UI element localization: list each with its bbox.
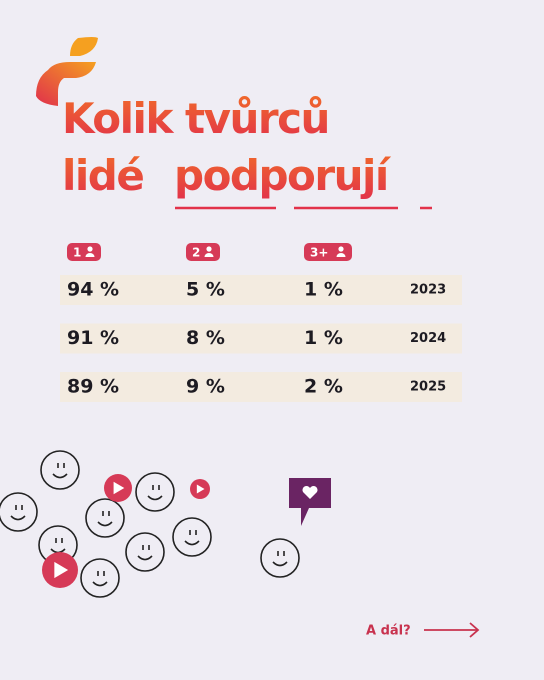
person-icon — [338, 246, 344, 252]
badge-label: 2 — [192, 246, 200, 260]
badge-label: 3+ — [310, 246, 328, 260]
row-band — [60, 323, 462, 354]
smile — [10, 515, 26, 521]
share-value: 1 % — [304, 279, 343, 301]
face — [125, 532, 165, 572]
logo — [36, 37, 98, 106]
share-value: 2 % — [304, 376, 343, 398]
title-highlight: podporují — [174, 151, 392, 200]
year: 2024 — [410, 331, 446, 346]
column-badge: 2 — [186, 243, 220, 261]
face-outline — [125, 532, 165, 572]
play-icon — [113, 481, 125, 495]
face-outline — [85, 498, 125, 538]
row-band — [60, 372, 462, 402]
year: 2023 — [410, 283, 446, 298]
smile — [147, 495, 163, 501]
person-icon — [85, 253, 95, 257]
smile — [272, 561, 288, 567]
face-outline — [260, 538, 300, 578]
person-icon — [87, 246, 93, 252]
smile — [92, 581, 108, 587]
year: 2025 — [410, 380, 446, 395]
title-line: Kolik tvůrců — [62, 94, 329, 143]
person-icon — [206, 246, 212, 252]
face-outline — [0, 492, 38, 532]
person-icon — [336, 253, 346, 257]
smile — [184, 540, 200, 546]
face — [260, 538, 300, 578]
face-outline — [80, 558, 120, 598]
play-icon — [54, 561, 69, 579]
face — [40, 450, 80, 490]
share-value: 5 % — [186, 279, 225, 301]
share-value: 9 % — [186, 376, 225, 398]
share-value: 94 % — [67, 279, 119, 301]
speech-bubble — [289, 478, 331, 526]
face-outline — [135, 472, 175, 512]
share-value: 91 % — [67, 327, 119, 349]
badge-label: 1 — [73, 246, 81, 260]
face — [80, 558, 120, 598]
face — [172, 517, 212, 557]
title-line: lidé — [62, 151, 143, 200]
column-badge: 3+ — [304, 243, 352, 261]
face — [135, 472, 175, 512]
face-outline — [172, 517, 212, 557]
face — [0, 492, 38, 532]
next-link[interactable]: A dál? — [366, 624, 411, 639]
play-icon — [196, 484, 205, 494]
share-value: 89 % — [67, 376, 119, 398]
smile — [137, 555, 153, 561]
share-value: 8 % — [186, 327, 225, 349]
face-outline — [40, 450, 80, 490]
table: 1 2 3+ 94 % 5 % 1 % 2023 91 % 8 % 1 % 2024 89 % 9 % 2… — [60, 243, 462, 402]
illustration — [0, 450, 300, 598]
smile — [52, 473, 68, 479]
arrow[interactable] — [424, 622, 480, 638]
row-band — [60, 275, 462, 305]
share-value: 1 % — [304, 327, 343, 349]
smile — [97, 521, 113, 527]
person-icon — [204, 253, 214, 257]
column-badge: 1 — [67, 243, 101, 261]
face — [85, 498, 125, 538]
